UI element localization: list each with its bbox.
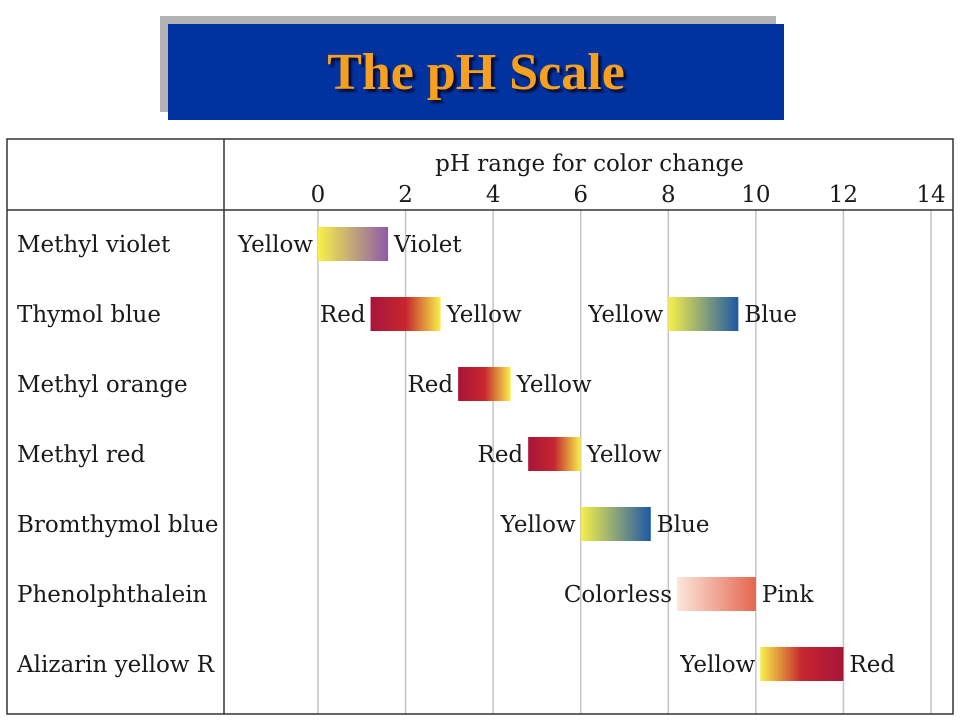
- high-color-label: Red: [849, 652, 895, 678]
- indicator-name-phenolphthalein: Phenolphthalein: [17, 582, 208, 608]
- x-tick-label: 8: [661, 182, 676, 208]
- low-color-label: Yellow: [237, 232, 313, 258]
- high-color-label: Violet: [393, 232, 462, 258]
- indicator-name-methyl-orange: Methyl orange: [17, 372, 188, 398]
- high-color-label: Blue: [657, 512, 710, 538]
- x-tick-label: 2: [398, 182, 413, 208]
- indicator-name-thymol-blue: Thymol blue: [17, 302, 161, 328]
- range-bar-thymol-blue: [370, 297, 441, 331]
- page-title: The pH Scale: [327, 43, 625, 101]
- high-color-label: Blue: [744, 302, 797, 328]
- range-bar-methyl-orange: [458, 367, 511, 401]
- range-bar-phenolphthalein: [677, 577, 756, 611]
- low-color-label: Red: [478, 442, 524, 468]
- high-color-label: Yellow: [446, 302, 522, 328]
- range-bar-methyl-red: [528, 437, 581, 471]
- indicator-name-methyl-red: Methyl red: [17, 442, 145, 468]
- low-color-label: Red: [320, 302, 366, 328]
- range-bar-alizarin-yellow-r: [760, 647, 844, 681]
- low-color-label: Red: [407, 372, 453, 398]
- low-color-label: Yellow: [587, 302, 663, 328]
- indicator-name-bromthymol-blue: Bromthymol blue: [17, 512, 218, 538]
- x-tick-label: 6: [573, 182, 588, 208]
- x-tick-label: 14: [916, 182, 945, 208]
- high-color-label: Pink: [762, 582, 815, 608]
- x-tick-label: 12: [829, 182, 858, 208]
- high-color-label: Yellow: [516, 372, 592, 398]
- x-axis-label: pH range for color change: [435, 151, 744, 177]
- low-color-label: Yellow: [679, 652, 755, 678]
- indicator-name-methyl-violet: Methyl violet: [17, 232, 171, 258]
- x-tick-label: 0: [311, 182, 326, 208]
- high-color-label: Yellow: [586, 442, 662, 468]
- indicator-name-alizarin-yellow-r: Alizarin yellow R: [16, 652, 215, 678]
- low-color-label: Colorless: [564, 582, 672, 608]
- x-tick-label: 10: [741, 182, 770, 208]
- range-bar-bromthymol-blue: [580, 507, 651, 541]
- range-bar-thymol-blue: [668, 297, 739, 331]
- x-tick-label: 4: [486, 182, 501, 208]
- chart-frame: [6, 138, 954, 715]
- low-color-label: Yellow: [500, 512, 576, 538]
- title-banner: The pH Scale: [168, 24, 784, 120]
- range-bar-methyl-violet: [318, 227, 389, 261]
